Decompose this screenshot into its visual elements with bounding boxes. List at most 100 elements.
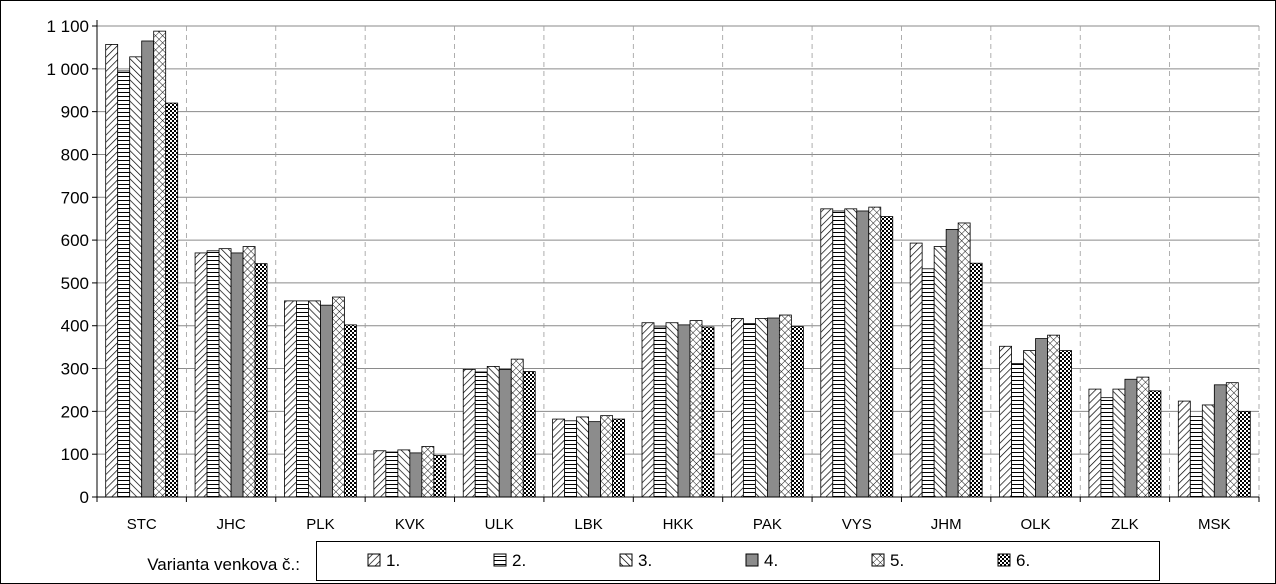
bar-stc-series-4	[141, 40, 155, 498]
legend-label-1: 1.	[386, 551, 400, 570]
bar-pak-series-4	[766, 317, 780, 498]
bar-jhm-series-2	[921, 268, 935, 498]
bar-olk-series-4	[1035, 338, 1048, 498]
bar-jhc-series-5	[242, 246, 256, 498]
legend-title: Varianta venkova č.:	[147, 555, 300, 574]
bar-ulk-series-1	[462, 369, 476, 498]
bar-olk-series-2	[1011, 363, 1024, 498]
x-tick-label-ulk: ULK	[485, 516, 514, 533]
bar-kvk-series-2	[385, 451, 399, 498]
bar-vys-series-3	[844, 208, 858, 498]
bar-msk-series-4	[1213, 384, 1227, 498]
y-tick-label: 200	[61, 402, 89, 421]
x-tick-labels: STC JHC PLK KVK ULK LBK HKK PAK VYS JHM OLK ZLK MSK	[127, 516, 1231, 533]
y-tick-label: 500	[61, 274, 89, 293]
bar-vys-series-6	[880, 216, 894, 498]
bar-plk-series-2	[296, 300, 309, 498]
bar-jhc-series-2	[206, 250, 220, 498]
bar-vys-series-1	[820, 208, 834, 498]
bar-olk-series-5	[1047, 334, 1060, 498]
bar-vys-series-4	[856, 210, 870, 498]
bar-ulk-series-3	[486, 366, 500, 498]
x-tick-label-zlk: ZLK	[1111, 516, 1139, 533]
legend-label-5: 5.	[890, 551, 904, 570]
bar-stc-series-1	[105, 44, 119, 498]
x-tick-label-jhm: JHM	[931, 516, 962, 533]
bar-ulk-series-6	[522, 371, 536, 498]
bar-olk-series-1	[999, 345, 1012, 498]
bar-pak-series-2	[742, 323, 756, 498]
bar-olk-series-6	[1059, 350, 1072, 498]
legend-swatch-4	[745, 553, 759, 567]
bar-hkk-series-6	[701, 326, 715, 498]
bar-hkk-series-2	[653, 326, 667, 498]
bar-lbk-series-3	[576, 416, 590, 498]
y-tick-label: 600	[61, 231, 89, 250]
legend: Varianta venkova č.: 1. 2. 3. 4. 5. 6.	[147, 541, 1160, 581]
bar-plk-series-4	[320, 304, 333, 498]
x-tick-label-kvk: KVK	[395, 516, 425, 533]
x-tick-label-olk: OLK	[1021, 516, 1051, 533]
legend-label-6: 6.	[1016, 551, 1030, 570]
bar-plk-series-5	[332, 296, 345, 498]
bar-ulk-series-2	[474, 371, 488, 498]
bar-kvk-series-1	[373, 450, 387, 498]
x-tick-label-vys: VYS	[842, 516, 872, 533]
y-tick-label: 700	[61, 188, 89, 207]
bar-jhc-series-4	[230, 252, 244, 498]
bar-zlk-series-6	[1148, 390, 1162, 498]
legend-label-4: 4.	[764, 551, 778, 570]
bar-hkk-series-4	[677, 324, 691, 498]
bar-msk-series-2	[1189, 416, 1203, 498]
y-tick-label: 100	[61, 445, 89, 464]
y-tick-label: 1 000	[46, 60, 89, 79]
bar-zlk-series-1	[1088, 388, 1102, 498]
x-tick-label-pak: PAK	[753, 516, 782, 533]
x-tick-label-hkk: HKK	[663, 516, 694, 533]
bar-jhm-series-5	[957, 222, 971, 498]
bar-lbk-series-5	[600, 415, 614, 498]
bar-lbk-series-4	[588, 421, 602, 498]
bar-jhm-series-4	[945, 228, 959, 498]
bar-plk-series-1	[284, 300, 297, 498]
bar-hkk-series-1	[641, 322, 655, 498]
y-tick-labels: 0 100 200 300 400 500 600 700 800 900 1 000 1 100	[46, 17, 89, 507]
bar-stc-series-3	[129, 56, 143, 498]
x-tick-label-msk: MSK	[1198, 516, 1231, 533]
bar-pak-series-1	[730, 318, 744, 498]
bar-pak-series-3	[754, 318, 768, 498]
bar-ulk-series-5	[510, 358, 524, 498]
legend-swatch-1	[367, 553, 381, 567]
y-tick-label: 400	[61, 317, 89, 336]
bar-jhc-series-6	[254, 263, 268, 498]
bar-kvk-series-6	[433, 455, 447, 498]
bar-vys-series-2	[832, 210, 846, 498]
bar-jhc-series-3	[218, 248, 232, 498]
legend-swatch-5	[871, 553, 885, 567]
bar-msk-series-5	[1225, 382, 1239, 498]
y-tick-label: 300	[61, 360, 89, 379]
x-tick-label-stc: STC	[127, 516, 157, 533]
bar-stc-series-5	[153, 30, 167, 498]
bar-stc-series-6	[165, 102, 179, 498]
axes-group	[92, 20, 1260, 502]
bar-plk-series-3	[308, 300, 321, 498]
bar-msk-series-6	[1237, 410, 1251, 498]
bar-zlk-series-3	[1112, 388, 1126, 498]
bar-zlk-series-4	[1124, 378, 1138, 498]
bar-hkk-series-3	[665, 322, 679, 498]
bar-kvk-series-4	[409, 452, 423, 498]
legend-label-3: 3.	[638, 551, 652, 570]
bars-group	[105, 30, 1251, 498]
legend-label-2: 2.	[512, 551, 526, 570]
bar-ulk-series-4	[498, 369, 512, 498]
y-tick-label: 900	[61, 103, 89, 122]
x-tick-label-jhc: JHC	[216, 516, 245, 533]
y-tick-label: 1 100	[46, 17, 89, 36]
bar-pak-series-5	[778, 314, 792, 498]
x-tick-label-plk: PLK	[306, 516, 334, 533]
bar-zlk-series-5	[1136, 376, 1150, 498]
bar-msk-series-3	[1201, 404, 1215, 498]
